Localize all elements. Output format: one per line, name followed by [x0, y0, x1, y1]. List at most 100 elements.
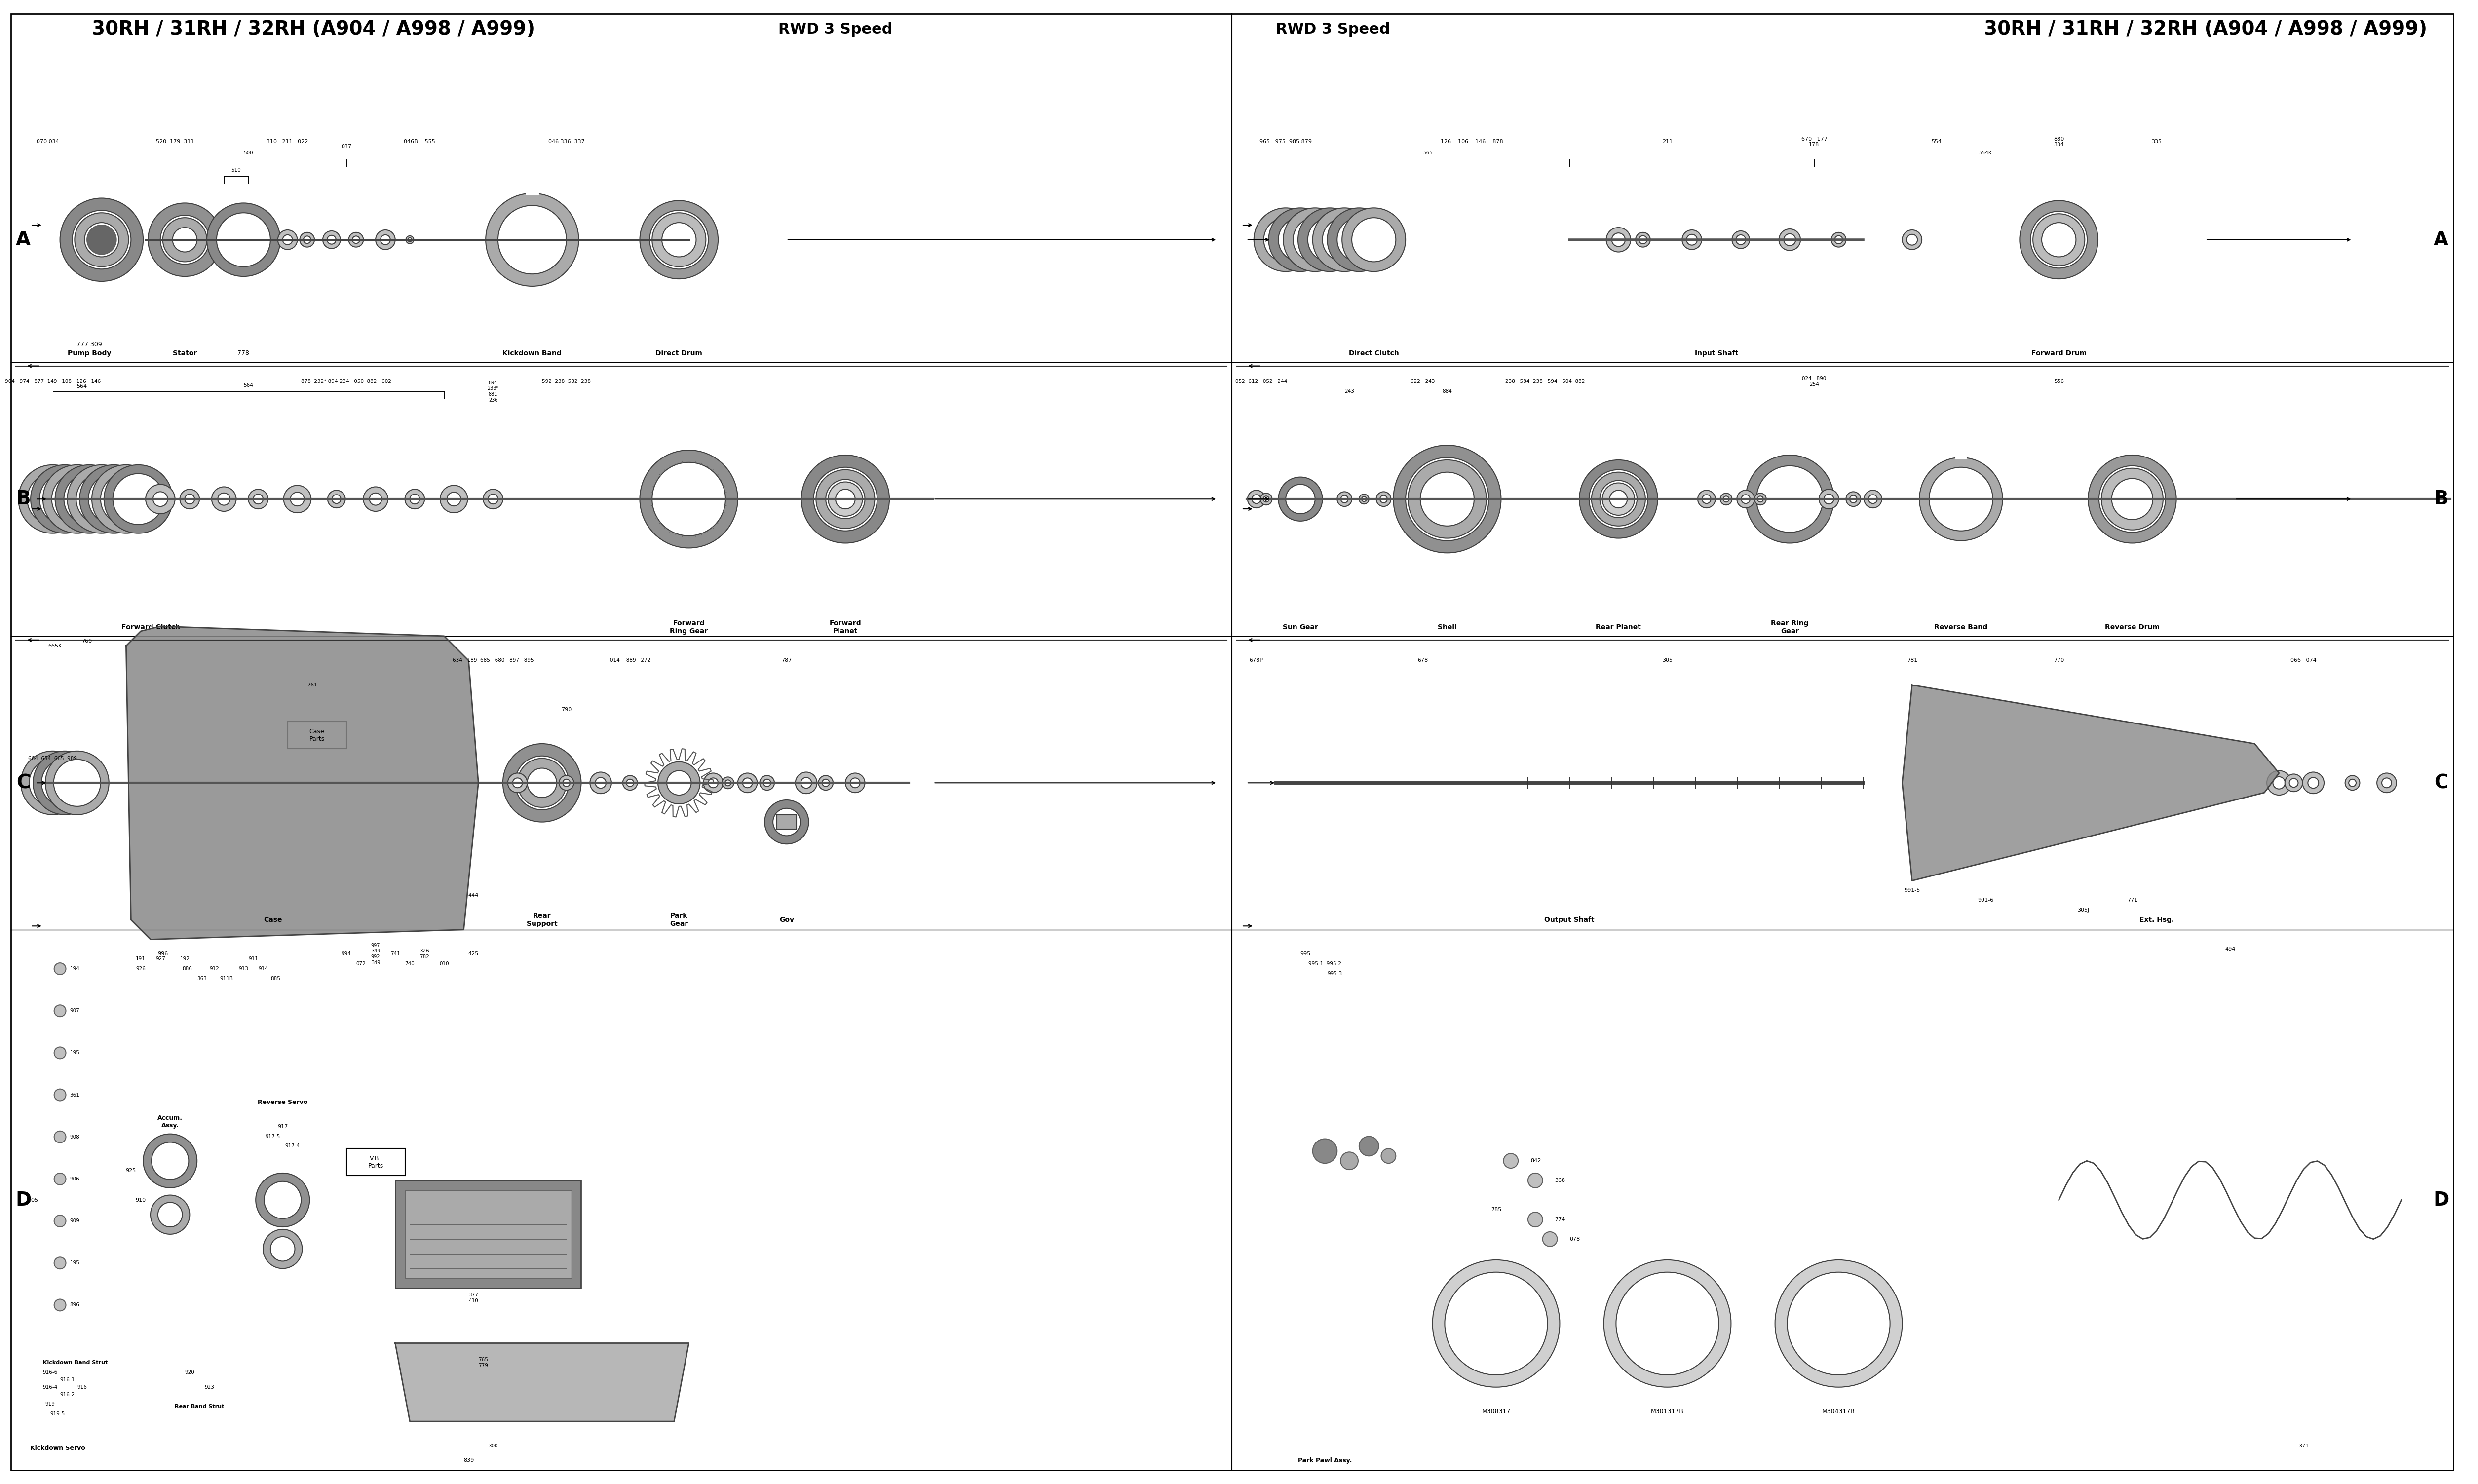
Circle shape — [518, 758, 567, 807]
Circle shape — [1529, 1212, 1544, 1227]
Circle shape — [248, 490, 268, 509]
Circle shape — [369, 493, 382, 505]
Circle shape — [652, 463, 726, 536]
Polygon shape — [1903, 686, 2280, 880]
Circle shape — [595, 778, 607, 788]
Circle shape — [1264, 218, 1308, 261]
Circle shape — [144, 1134, 198, 1187]
Circle shape — [2381, 778, 2391, 788]
Text: 238   584  238   594   604  882: 238 584 238 594 604 882 — [1504, 380, 1586, 384]
Circle shape — [181, 490, 198, 509]
Circle shape — [55, 1172, 67, 1184]
Text: RWD 3 Speed: RWD 3 Speed — [1276, 22, 1390, 37]
Text: C: C — [17, 773, 30, 792]
Circle shape — [1246, 490, 1266, 508]
Circle shape — [515, 755, 570, 810]
Text: 052  612   052   244: 052 612 052 244 — [1237, 380, 1286, 384]
Circle shape — [508, 773, 528, 792]
Circle shape — [1393, 445, 1502, 554]
Text: 300: 300 — [488, 1444, 498, 1448]
Circle shape — [17, 464, 87, 533]
Circle shape — [2290, 779, 2297, 787]
Text: C: C — [2433, 773, 2448, 792]
Circle shape — [659, 761, 699, 804]
Circle shape — [79, 464, 149, 533]
Circle shape — [72, 211, 131, 269]
Circle shape — [1757, 496, 1764, 502]
Circle shape — [2302, 772, 2324, 794]
Text: Kickdown Servo: Kickdown Servo — [30, 1445, 84, 1451]
Circle shape — [290, 493, 305, 506]
Text: 494: 494 — [2225, 947, 2235, 951]
Circle shape — [2267, 770, 2292, 795]
Circle shape — [218, 493, 230, 505]
Circle shape — [1420, 472, 1474, 525]
Text: 335: 335 — [2151, 139, 2161, 144]
Text: 554: 554 — [1930, 139, 1943, 144]
Circle shape — [738, 773, 758, 792]
Circle shape — [446, 493, 461, 506]
Circle shape — [649, 211, 709, 269]
Text: 194: 194 — [69, 966, 79, 971]
Circle shape — [1702, 494, 1710, 503]
Circle shape — [2101, 469, 2163, 530]
Text: 305: 305 — [1663, 657, 1673, 663]
Text: Forward
Ring Gear: Forward Ring Gear — [669, 620, 709, 635]
Circle shape — [845, 773, 865, 792]
Circle shape — [1819, 490, 1839, 509]
Circle shape — [1313, 208, 1375, 272]
Circle shape — [1920, 457, 2002, 540]
Circle shape — [92, 464, 161, 533]
Circle shape — [327, 236, 337, 245]
Circle shape — [1745, 456, 1834, 543]
Text: Forward Drum: Forward Drum — [2032, 350, 2086, 356]
Circle shape — [639, 450, 738, 548]
Text: 997
349
992
349: 997 349 992 349 — [372, 942, 379, 965]
Circle shape — [1606, 227, 1631, 252]
Text: 554K: 554K — [1980, 151, 1992, 156]
Circle shape — [704, 773, 724, 792]
Circle shape — [102, 473, 151, 524]
Text: 777 309: 777 309 — [77, 341, 102, 349]
Circle shape — [55, 1215, 67, 1227]
Circle shape — [1578, 460, 1658, 539]
Text: Shell: Shell — [1437, 623, 1457, 631]
Text: 368: 368 — [1554, 1178, 1566, 1183]
Circle shape — [404, 490, 424, 509]
Text: D: D — [15, 1190, 32, 1209]
Circle shape — [349, 233, 364, 246]
Text: 592  238  582  238: 592 238 582 238 — [543, 380, 590, 384]
Text: 126    106    146    878: 126 106 146 878 — [1440, 139, 1504, 144]
Circle shape — [59, 199, 144, 282]
Text: Forward Clutch: Forward Clutch — [121, 623, 181, 631]
Circle shape — [1774, 1260, 1903, 1388]
Circle shape — [813, 467, 877, 531]
Text: 066   074: 066 074 — [2290, 657, 2317, 663]
Text: 564: 564 — [77, 384, 87, 389]
Text: 916-2: 916-2 — [59, 1392, 74, 1396]
Circle shape — [503, 743, 582, 822]
Text: Rear Ring
Gear: Rear Ring Gear — [1772, 620, 1809, 635]
Circle shape — [1737, 490, 1754, 508]
Circle shape — [1284, 208, 1348, 272]
Bar — [287, 721, 347, 748]
Circle shape — [1405, 457, 1489, 540]
Circle shape — [513, 778, 523, 788]
Text: Stator: Stator — [173, 350, 196, 356]
Circle shape — [1338, 491, 1353, 506]
Text: 917-5: 917-5 — [265, 1134, 280, 1138]
Circle shape — [1903, 230, 1923, 249]
Circle shape — [1834, 236, 1844, 243]
Circle shape — [1286, 484, 1316, 513]
Circle shape — [1341, 1152, 1358, 1169]
Circle shape — [206, 203, 280, 276]
Text: 995-1  995-2: 995-1 995-2 — [1308, 962, 1341, 966]
Circle shape — [1757, 466, 1824, 533]
Text: 917: 917 — [278, 1123, 287, 1129]
Circle shape — [486, 193, 580, 286]
Text: D: D — [2433, 1190, 2448, 1209]
Circle shape — [2349, 779, 2357, 787]
Polygon shape — [126, 626, 478, 939]
Circle shape — [1720, 493, 1732, 505]
Circle shape — [528, 769, 558, 797]
